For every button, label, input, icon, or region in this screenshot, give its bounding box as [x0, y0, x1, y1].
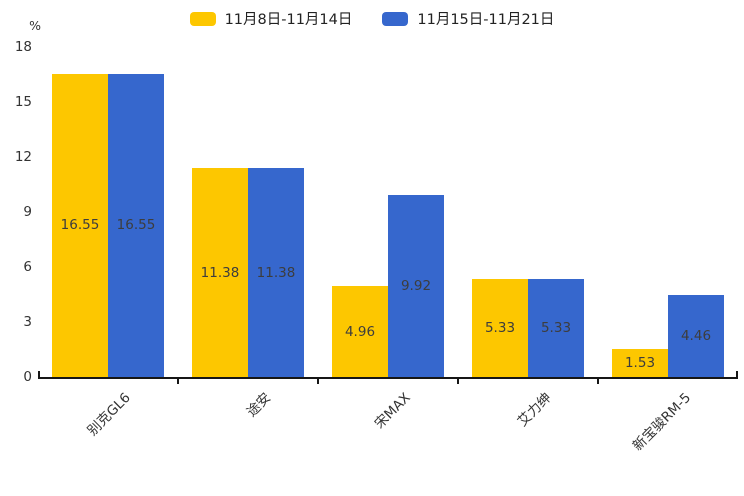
bar-series-1[interactable]: 11.38 [248, 168, 304, 377]
x-axis-tick [597, 379, 599, 384]
y-axis-tick-label: 0 [23, 368, 32, 385]
x-axis-category-label: 途安 [243, 389, 275, 421]
x-axis-tick [317, 379, 319, 384]
bar-series-0[interactable]: 5.33 [472, 279, 528, 377]
y-axis-tick-label: 6 [23, 258, 32, 275]
bar-value-label: 4.96 [344, 323, 376, 340]
plot-area: 16.55 16.55 别克GL6 11.38 11.38 途安 4.96 9.92 宋MAX 5… [38, 47, 738, 454]
y-axis-tick-label: 9 [23, 203, 32, 220]
y-axis-tick-label: 15 [14, 93, 32, 110]
bar-series-1[interactable]: 4.46 [668, 295, 724, 377]
bar-value-label: 11.38 [200, 264, 240, 281]
bar-group: 16.55 16.55 别克GL6 [38, 47, 178, 439]
legend-label: 11月8日-11月14日 [224, 12, 353, 28]
y-axis-tick-label: 3 [23, 313, 32, 330]
x-axis-category-label: 新宝骏RM-5 [629, 389, 695, 455]
bar-series-0[interactable]: 1.53 [612, 348, 668, 377]
legend-label: 11月15日-11月21日 [417, 12, 555, 28]
bar-value-label: 11.38 [256, 264, 296, 281]
bar-value-label: 5.33 [484, 320, 516, 337]
x-axis-tick [177, 379, 179, 384]
y-axis-tick-label: 18 [14, 38, 32, 55]
y-axis-tick-label: 12 [14, 148, 32, 165]
x-axis-category-label: 宋MAX [371, 389, 415, 433]
bar-value-label: 4.46 [680, 328, 712, 345]
legend-item-series-1[interactable]: 11月15日-11月21日 [382, 8, 554, 29]
x-axis-category-label: 别克GL6 [84, 389, 135, 440]
y-axis: 0 3 6 9 12 15 18 [0, 40, 32, 383]
bar-value-label: 5.33 [540, 320, 572, 337]
bar-group: 1.53 4.46 新宝骏RM-5 [598, 47, 738, 454]
bar-group: 11.38 11.38 途安 [178, 47, 318, 420]
legend-swatch-icon [189, 11, 216, 26]
x-axis-category-label: 艾力绅 [514, 389, 555, 430]
bar-series-1[interactable]: 5.33 [528, 279, 584, 377]
bar-series-1[interactable]: 16.55 [108, 73, 164, 377]
bar-value-label: 1.53 [624, 354, 656, 371]
bar-series-1[interactable]: 9.92 [388, 195, 444, 377]
y-axis-unit-label: % [29, 18, 41, 33]
bar-series-0[interactable]: 4.96 [332, 286, 388, 377]
axis-end-stub-right [736, 371, 738, 377]
chart-legend: 11月8日-11月14日 11月15日-11月21日 [0, 8, 744, 29]
bar-series-0[interactable]: 16.55 [52, 73, 108, 377]
axis-end-stub-left [38, 371, 40, 377]
x-axis-tick [457, 379, 459, 384]
bar-group: 4.96 9.92 宋MAX [318, 47, 458, 432]
bar-series-0[interactable]: 11.38 [192, 168, 248, 377]
bar-group: 5.33 5.33 艾力绅 [458, 47, 598, 430]
bar-value-label: 16.55 [60, 217, 100, 234]
bar-value-label: 9.92 [400, 278, 432, 295]
legend-item-series-0[interactable]: 11月8日-11月14日 [189, 8, 353, 29]
bar-value-label: 16.55 [116, 217, 156, 234]
legend-swatch-icon [382, 11, 409, 26]
